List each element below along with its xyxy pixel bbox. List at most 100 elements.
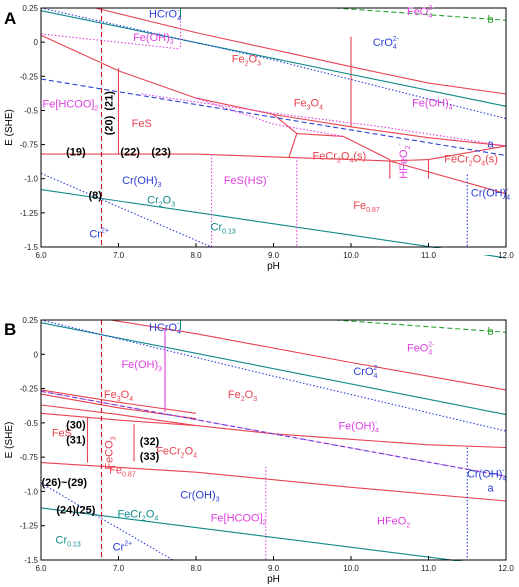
boundary-line-11 (40, 10, 507, 107)
y-tick-label: 0.25 (22, 4, 38, 13)
equation-marker: (26)~(29) (41, 477, 87, 489)
equation-marker: (23) (151, 146, 171, 158)
species-label: Cr(OH)3 (122, 175, 161, 189)
boundary-line-4 (40, 462, 507, 502)
x-tick-label: 8.0 (190, 564, 202, 573)
equation-marker: (21) (103, 91, 115, 111)
species-label: FeO42- (407, 342, 435, 357)
x-tick-label: 12.0 (498, 564, 514, 573)
species-label: Fe0.87 (353, 200, 380, 214)
species-label: FeCO3 (103, 436, 117, 469)
equation-marker: (22) (120, 146, 140, 158)
x-tick-label: 10.0 (343, 564, 359, 573)
boundary-line-12 (40, 390, 507, 477)
x-tick-label: 12.0 (498, 251, 514, 260)
boundary-line-8 (40, 322, 507, 416)
y-tick-label: 0 (34, 38, 39, 47)
x-tick-label: 7.0 (113, 251, 125, 260)
species-label: Fe[HCOO]2 (43, 99, 99, 113)
species-label: Fe(OH)3 (121, 359, 162, 373)
species-label: Fe[HCOO]2 (211, 513, 267, 527)
equation-marker: (32) (140, 436, 160, 448)
equation-marker: (24)(25) (56, 504, 95, 516)
panel-label: B (4, 320, 16, 339)
x-axis-label: pH (267, 261, 280, 272)
equation-marker: (33) (140, 451, 160, 463)
species-label: FeS (132, 118, 152, 130)
x-tick-label: 6.0 (35, 564, 47, 573)
boundary-line-13 (40, 482, 174, 561)
boundary-line-24 (335, 7, 507, 21)
boundary-line-4 (389, 160, 507, 195)
y-tick-label: 0.25 (22, 316, 38, 325)
y-axis-label: E (SHE) (4, 422, 15, 459)
species-label: Cr(OH)4- (467, 468, 506, 483)
y-tick-label: -1.5 (24, 243, 38, 252)
y-tick-label: -0.75 (20, 141, 39, 150)
y-tick-label: 0 (34, 350, 39, 359)
y-tick-label: -1.0 (24, 175, 38, 184)
species-label: Fe2O3 (228, 389, 257, 403)
species-label: HCrO4- (149, 321, 181, 336)
species-label: HFeO2- (397, 143, 412, 179)
species-label: Fe0.87 (109, 465, 136, 479)
species-label: Cr0.13 (211, 222, 236, 236)
boundary-line-3 (40, 389, 197, 414)
species-label: b (487, 14, 493, 26)
species-label: Fe3O4 (294, 97, 323, 111)
boundary-line-19 (40, 33, 181, 50)
species-label: Fe2O3 (232, 54, 261, 68)
species-label: Fe(OH)4- (412, 96, 453, 111)
boundary-line-2 (41, 153, 390, 162)
species-label: FeCr2O4(s) (313, 151, 367, 165)
boundary-line-7 (288, 133, 298, 158)
x-tick-label: 8.0 (190, 251, 202, 260)
species-label: FeCr2O4 (156, 445, 197, 459)
boundary-line-16 (40, 172, 212, 248)
x-tick-label: 7.0 (113, 564, 125, 573)
species-label: HCrO4- (149, 8, 181, 23)
x-tick-label: 9.0 (268, 564, 280, 573)
y-tick-label: -1.25 (20, 522, 39, 531)
species-label: FeO42- (407, 5, 435, 20)
x-axis-label: pH (267, 574, 280, 585)
y-tick-label: -0.5 (24, 419, 38, 428)
equation-marker: (20) (103, 115, 115, 135)
plot-area (40, 319, 507, 561)
y-tick-label: -0.25 (20, 385, 39, 394)
equation-marker: (19) (66, 146, 86, 158)
boundary-line-22 (141, 93, 507, 147)
x-tick-label: 6.0 (35, 251, 47, 260)
species-label: b (487, 326, 493, 338)
species-label: FeCr2O4(s) (444, 153, 498, 167)
y-tick-label: -0.5 (24, 106, 38, 115)
boundary-line-11 (40, 319, 507, 432)
equation-marker: (30) (66, 419, 86, 431)
boundary-line-18 (335, 319, 507, 333)
boundary-line-5 (110, 319, 507, 391)
species-label: CrO42- (373, 36, 400, 51)
species-label: Cr2O3 (147, 194, 175, 208)
x-tick-label: 11.0 (421, 251, 437, 260)
species-label: Fe(OH)4- (338, 420, 379, 435)
species-label: FeS (52, 428, 72, 440)
species-label: Cr2+ (89, 227, 109, 240)
species-label: Cr(OH)4- (471, 186, 510, 201)
panel-a: 6.0 7.0 8.0 9.0 10.0 11.0 12.0 0.25 0 -0.25 -0.5 -0… (0, 0, 519, 272)
species-label: FeS(HS)- (224, 174, 270, 187)
species-label: Cr0.13 (56, 535, 81, 549)
species-label: HFeO2 (377, 515, 410, 529)
boundary-line-6 (273, 114, 391, 161)
y-tick-label: -1.0 (24, 487, 38, 496)
x-tick-label: 11.0 (421, 564, 437, 573)
y-tick-label: -0.75 (20, 453, 39, 462)
species-label: a (487, 138, 494, 150)
x-tick-label: 9.0 (268, 251, 280, 260)
species-label: FeCr2O4 (117, 508, 158, 522)
y-tick-label: -1.5 (24, 556, 38, 565)
boundary-line-23 (195, 97, 344, 137)
species-label: a (487, 482, 494, 494)
panel-label: A (4, 9, 16, 28)
boundary-line-14 (40, 7, 507, 120)
